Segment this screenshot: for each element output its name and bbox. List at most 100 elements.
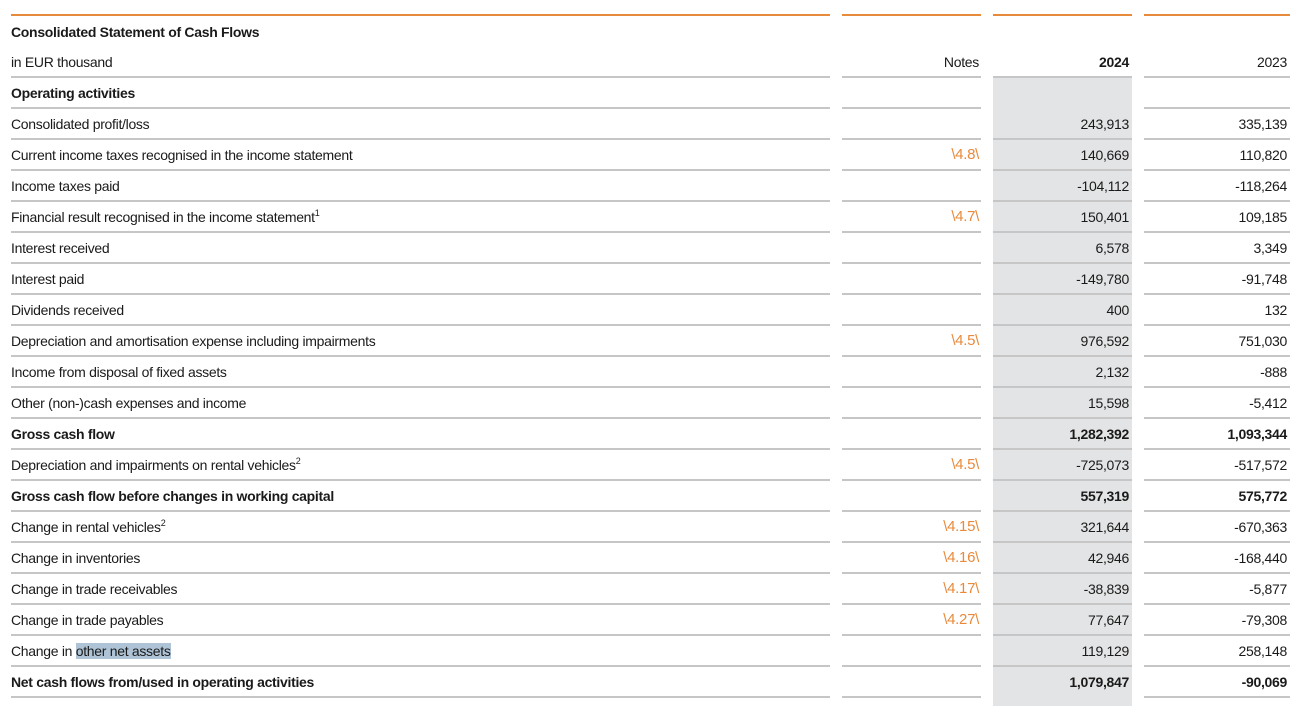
value-2024: 976,592 — [1080, 333, 1129, 349]
table-row: Change in inventories \4.16\ 42,946 -168,44… — [0, 543, 1300, 574]
note-reference-link[interactable]: \4.15\ — [943, 518, 979, 535]
value-2024: 1,282,392 — [1069, 426, 1129, 442]
footnote-marker: 1 — [314, 208, 320, 218]
table-row: Gross cash flow 1,282,392 1,093,344 — [0, 419, 1300, 450]
row-label: Consolidated profit/loss — [11, 116, 150, 132]
row-label: Depreciation and impairments on rental v… — [11, 456, 301, 473]
value-2023: 335,139 — [1238, 116, 1287, 132]
note-reference-link — [842, 667, 979, 696]
value-2023: 132 — [1264, 302, 1288, 318]
header-row: in EUR thousand Notes 2024 2023 — [0, 47, 1300, 78]
note-reference-link — [842, 419, 979, 448]
note-reference-link — [842, 357, 979, 386]
year-2024-header: 2024 — [1099, 54, 1129, 70]
value-2024: 119,129 — [1081, 643, 1130, 659]
table-row: Interest paid -149,780 -91,748 — [0, 264, 1300, 295]
unit-label: in EUR thousand — [11, 54, 113, 70]
value-2024: 2,132 — [1095, 364, 1129, 380]
value-2024: -725,073 — [1076, 457, 1129, 473]
value-2023: -90,069 — [1241, 674, 1288, 690]
top-rule-notes — [842, 14, 981, 16]
row-label: Change in other net assets — [11, 643, 171, 659]
value-2023: -888 — [1260, 364, 1287, 380]
note-reference-link — [842, 388, 979, 417]
value-2024: -149,780 — [1076, 271, 1129, 287]
note-reference-link — [842, 636, 979, 665]
table-row: Change in rental vehicles2 \4.15\ 321,644 -… — [0, 512, 1300, 543]
table-row: Financial result recognised in the incom… — [0, 202, 1300, 233]
note-reference-link — [842, 481, 979, 510]
row-label: Current income taxes recognised in the i… — [11, 147, 353, 163]
table-row: Change in trade receivables \4.17\ -38,839… — [0, 574, 1300, 605]
row-label: Financial result recognised in the incom… — [11, 208, 320, 225]
row-label: Change in rental vehicles2 — [11, 518, 166, 535]
value-2023: 575,772 — [1238, 488, 1287, 504]
year-2023-header: 2023 — [1257, 54, 1287, 70]
value-2023: 751,030 — [1238, 333, 1287, 349]
note-reference-link — [842, 264, 979, 293]
current-year-column-shade — [993, 78, 1132, 706]
value-2023: 110,820 — [1239, 147, 1288, 163]
row-label: Other (non-)cash expenses and income — [11, 395, 247, 411]
value-2024: 140,669 — [1080, 147, 1129, 163]
top-rule-2023 — [1144, 14, 1290, 16]
value-2024: 6,578 — [1095, 240, 1129, 256]
value-2023: -517,572 — [1234, 457, 1287, 473]
table-row: Depreciation and impairments on rental v… — [0, 450, 1300, 481]
value-2023: 109,185 — [1238, 209, 1287, 225]
table-row: Depreciation and amortisation expense in… — [0, 326, 1300, 357]
table-row: Interest received 6,578 3,349 — [0, 233, 1300, 264]
top-rule-label — [11, 14, 830, 16]
value-2024: 243,913 — [1080, 116, 1129, 132]
table-row: Consolidated profit/loss 243,913 335,139 — [0, 109, 1300, 140]
table-row: Change in other net assets 119,129 258,148 — [0, 636, 1300, 667]
table-row: Dividends received 400 132 — [0, 295, 1300, 326]
top-rule-2024 — [993, 14, 1132, 16]
row-label: Change in trade receivables — [11, 581, 178, 597]
title-row: Consolidated Statement of Cash Flows — [0, 17, 1300, 47]
value-2024: 77,647 — [1087, 612, 1129, 628]
row-label: Income taxes paid — [11, 178, 120, 194]
value-2023: 1,093,344 — [1227, 426, 1287, 442]
note-reference-link[interactable]: \4.27\ — [943, 611, 979, 628]
note-reference-link[interactable]: \4.17\ — [943, 580, 979, 597]
note-reference-link[interactable]: \4.5\ — [951, 332, 979, 349]
row-label: Interest paid — [11, 271, 85, 287]
note-reference-link — [842, 109, 979, 138]
table-row: Income taxes paid -104,112 -118,264 — [0, 171, 1300, 202]
section-row: Operating activities — [0, 78, 1300, 109]
value-2024: 150,401 — [1080, 209, 1129, 225]
value-2023: -118,264 — [1235, 178, 1287, 194]
value-2023: -91,748 — [1241, 271, 1288, 287]
selected-text[interactable]: other net assets — [75, 643, 171, 659]
value-2024: 321,644 — [1080, 519, 1129, 535]
row-label: Gross cash flow — [11, 426, 115, 442]
value-2023: -670,363 — [1234, 519, 1287, 535]
table-row: Current income taxes recognised in the i… — [0, 140, 1300, 171]
note-reference-link — [842, 171, 979, 200]
footnote-marker: 2 — [295, 456, 301, 466]
section-heading: Operating activities — [11, 85, 135, 101]
row-label: Gross cash flow before changes in workin… — [11, 488, 334, 504]
note-reference-link — [842, 295, 979, 324]
row-label: Net cash flows from/used in operating ac… — [11, 674, 315, 690]
note-reference-link[interactable]: \4.5\ — [951, 456, 979, 473]
note-reference-link[interactable]: \4.8\ — [951, 146, 979, 163]
value-2024: 15,598 — [1087, 395, 1129, 411]
row-label: Change in trade payables — [11, 612, 164, 628]
value-2023: 258,148 — [1238, 643, 1287, 659]
row-label: Dividends received — [11, 302, 124, 318]
value-2024: 400 — [1106, 302, 1130, 318]
row-label: Change in inventories — [11, 550, 141, 566]
note-reference-link[interactable]: \4.7\ — [951, 208, 979, 225]
table-title: Consolidated Statement of Cash Flows — [11, 24, 260, 40]
note-reference-link[interactable]: \4.16\ — [943, 549, 979, 566]
footnote-marker: 2 — [160, 518, 166, 528]
value-2023: 3,349 — [1253, 240, 1287, 256]
row-label: Income from disposal of fixed assets — [11, 364, 227, 380]
value-2023: -79,308 — [1241, 612, 1288, 628]
value-2024: 557,319 — [1080, 488, 1129, 504]
value-2023: -5,412 — [1249, 395, 1287, 411]
row-label: Interest received — [11, 240, 110, 256]
table-row: Net cash flows from/used in operating ac… — [0, 667, 1300, 698]
